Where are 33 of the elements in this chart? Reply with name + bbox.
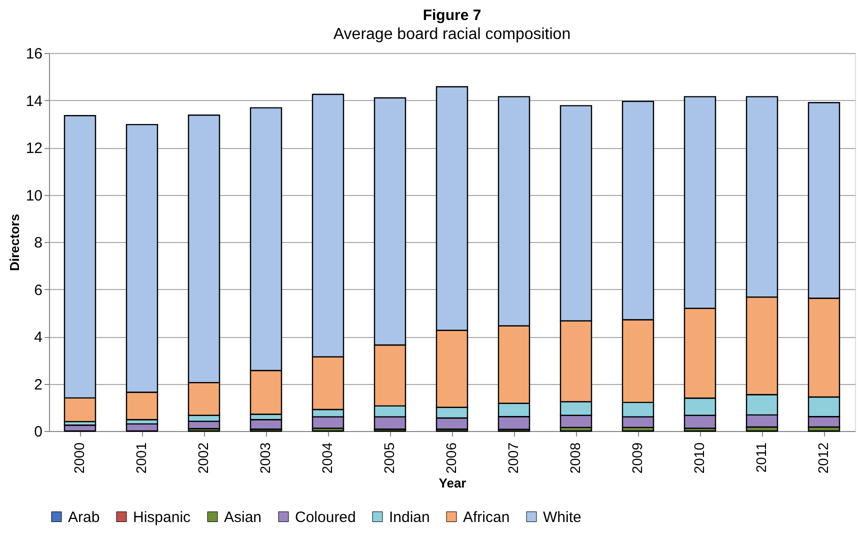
x-tick-label: 2008 xyxy=(567,442,583,474)
y-tick-label: 10 xyxy=(26,187,42,204)
y-axis-title: Directors xyxy=(6,214,22,272)
x-tick-label: 2003 xyxy=(257,442,273,474)
legend-label: Coloured xyxy=(295,508,356,526)
x-tick-label: 2011 xyxy=(753,442,769,473)
legend-label: African xyxy=(463,508,510,526)
x-tick-label: 2009 xyxy=(629,442,645,474)
x-tick-label: 2004 xyxy=(319,442,335,474)
y-tick-label: 14 xyxy=(26,92,42,110)
x-tick-label: 2000 xyxy=(71,442,87,474)
x-tick-label: 2005 xyxy=(381,442,397,474)
y-tick-label: 16 xyxy=(26,46,42,62)
chart-subtitle: Average board racial composition xyxy=(333,26,571,43)
legend-label: Indian xyxy=(389,508,430,526)
x-tick-label: 2002 xyxy=(195,442,211,474)
y-tick-label: 2 xyxy=(34,376,42,394)
legend-label: Asian xyxy=(224,508,262,526)
x-tick-label: 2001 xyxy=(133,442,149,474)
x-tick-label: 2007 xyxy=(505,442,521,474)
y-tick-label: 0 xyxy=(34,424,42,440)
x-axis-title: Year xyxy=(438,476,466,491)
chart-title: Figure 7 xyxy=(422,7,482,24)
x-tick-label: 2010 xyxy=(691,442,707,474)
y-tick-label: 12 xyxy=(26,140,42,157)
legend-label: White xyxy=(543,508,582,526)
legend-label: Arab xyxy=(68,508,100,526)
legend-label: Hispanic xyxy=(133,508,192,526)
y-tick-label: 8 xyxy=(34,234,42,252)
x-tick-label: 2006 xyxy=(443,442,459,474)
y-tick-label: 6 xyxy=(34,282,42,299)
x-tick-label: 2012 xyxy=(815,442,831,474)
y-tick-label: 4 xyxy=(34,329,42,346)
